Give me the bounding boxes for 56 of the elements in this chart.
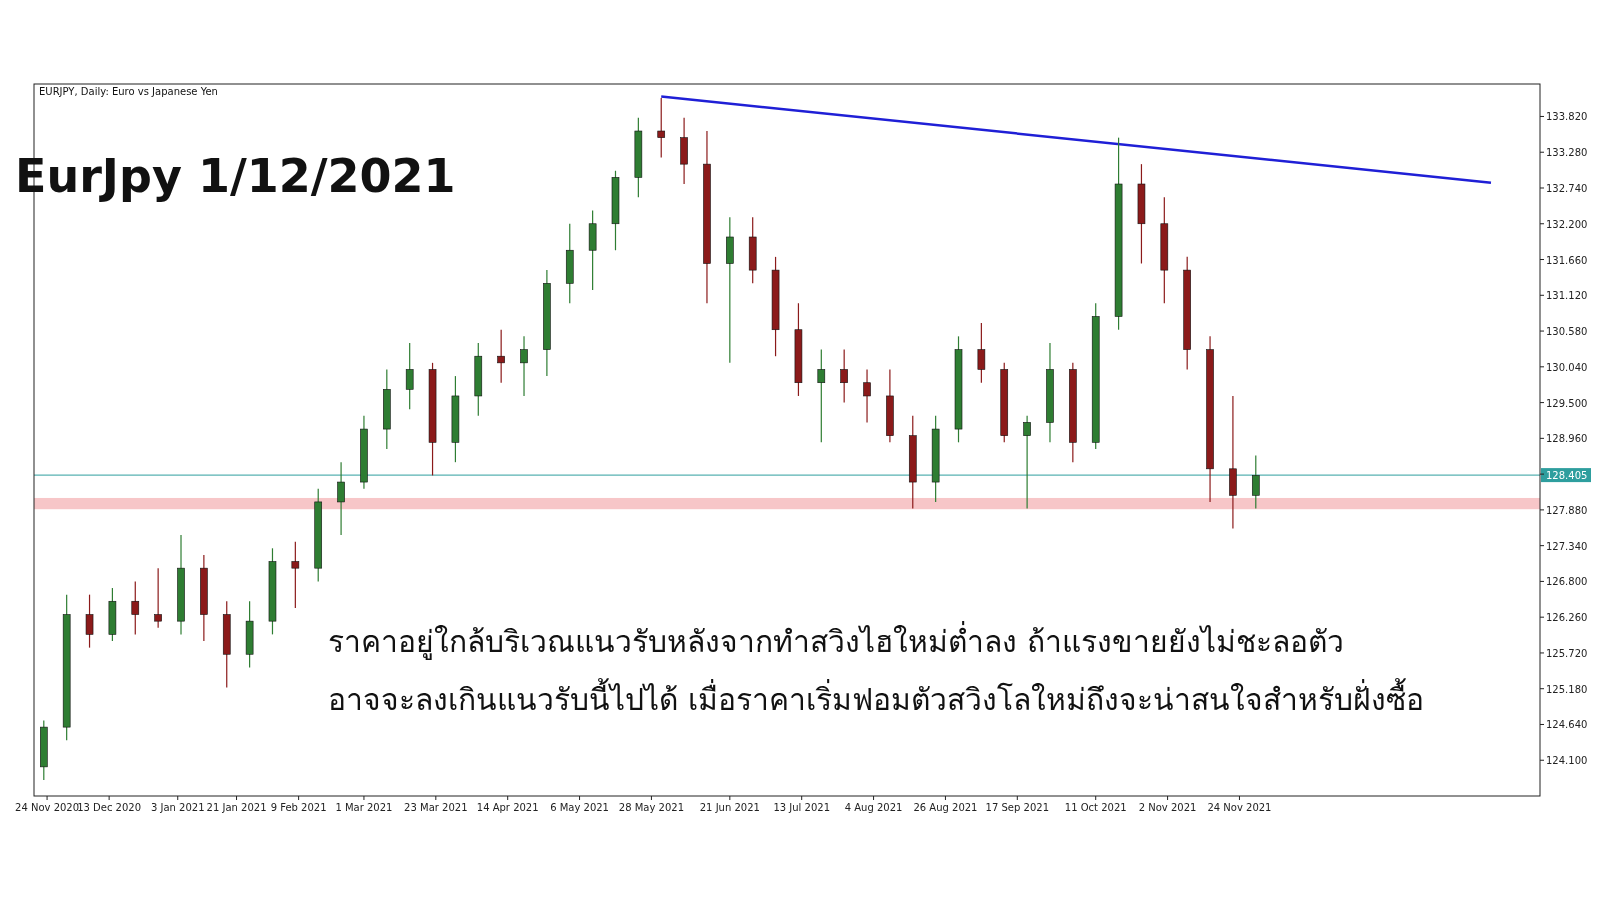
y-tick-label: 126.800 bbox=[1546, 576, 1588, 588]
y-tick-label: 132.200 bbox=[1546, 218, 1588, 230]
ref-line-label: 128.405 bbox=[1546, 470, 1588, 482]
x-tick-label: 21 Jun 2021 bbox=[699, 802, 760, 813]
candlestick bbox=[863, 368, 871, 424]
y-tick-label: 132.740 bbox=[1546, 182, 1588, 194]
x-tick-label: 3 Jan 2021 bbox=[150, 802, 205, 813]
y-tick-label: 129.500 bbox=[1546, 397, 1588, 409]
x-tick-label: 2 Nov 2021 bbox=[1138, 802, 1197, 813]
candlestick bbox=[405, 342, 414, 410]
candlestick bbox=[657, 97, 666, 159]
y-tick-label: 127.340 bbox=[1546, 540, 1588, 552]
candlestick bbox=[291, 541, 300, 609]
x-tick-label: 13 Jul 2021 bbox=[773, 802, 831, 813]
y-tick-label: 127.880 bbox=[1546, 504, 1588, 516]
x-tick-label: 13 Dec 2020 bbox=[77, 802, 142, 813]
y-tick-label: 133.280 bbox=[1546, 147, 1588, 159]
x-tick-label: 24 Nov 2021 bbox=[1207, 802, 1272, 813]
candlestick bbox=[85, 594, 94, 649]
x-tick-label: 14 Apr 2021 bbox=[476, 802, 539, 813]
x-tick-label: 23 Mar 2021 bbox=[404, 802, 468, 813]
x-tick-label: 21 Jan 2021 bbox=[206, 802, 267, 813]
y-tick-label: 125.720 bbox=[1546, 647, 1588, 659]
x-tick-label: 4 Aug 2021 bbox=[844, 802, 903, 813]
x-tick-label: 9 Feb 2021 bbox=[270, 802, 327, 813]
x-tick-label: 6 May 2021 bbox=[550, 802, 609, 813]
x-tick-label: 11 Oct 2021 bbox=[1064, 802, 1127, 813]
annotation: ราคาอยู่ใกล้บริเวณแนวรับหลังจากทำสวิงไฮใหม่ต่ำลง ถ้าแรงขายยังไม่ชะลอตัว bbox=[328, 621, 1344, 660]
candlestick bbox=[131, 580, 140, 635]
candlestick bbox=[337, 461, 345, 536]
x-tick-label: 28 May 2021 bbox=[618, 802, 685, 813]
candlestick bbox=[1023, 415, 1031, 510]
y-tick-label: 131.120 bbox=[1546, 290, 1588, 302]
candlestick bbox=[840, 348, 848, 404]
y-tick-label: 125.180 bbox=[1546, 683, 1588, 695]
y-tick-label: 130.040 bbox=[1546, 361, 1588, 373]
candlestick bbox=[520, 335, 528, 397]
x-tick-label: 1 Mar 2021 bbox=[335, 802, 393, 813]
y-tick-label: 133.820 bbox=[1546, 111, 1588, 123]
candlestick bbox=[154, 567, 162, 629]
annotation: อาจจะลงเกินแนวรับนี้ไปได้ เมื่อราคาเริ่มฟอมตัวสวิงโลใหม่ถึงจะน่าสนใจสำหรับฝั่งซื้อ bbox=[328, 678, 1424, 717]
x-tick-label: 24 Nov 2020 bbox=[15, 802, 80, 813]
x-tick-label: 17 Sep 2021 bbox=[985, 802, 1050, 813]
chart-subtitle: EURJPY, Daily: Euro vs Japanese Yen bbox=[39, 86, 218, 97]
candlestick bbox=[977, 322, 986, 384]
y-tick-label: 130.580 bbox=[1546, 326, 1588, 338]
x-tick-label: 26 Aug 2021 bbox=[913, 802, 978, 813]
candlestick bbox=[1251, 454, 1260, 510]
text: EurJpy 1/12/2021 bbox=[15, 149, 456, 203]
y-tick-label: 124.640 bbox=[1546, 719, 1588, 731]
candlestick bbox=[817, 348, 826, 443]
y-tick-label: 124.100 bbox=[1546, 755, 1588, 767]
y-tick-label: 126.260 bbox=[1546, 612, 1588, 624]
candlestick bbox=[497, 329, 505, 384]
y-tick-label: 131.660 bbox=[1546, 254, 1588, 266]
y-tick-label: 128.960 bbox=[1546, 433, 1588, 445]
